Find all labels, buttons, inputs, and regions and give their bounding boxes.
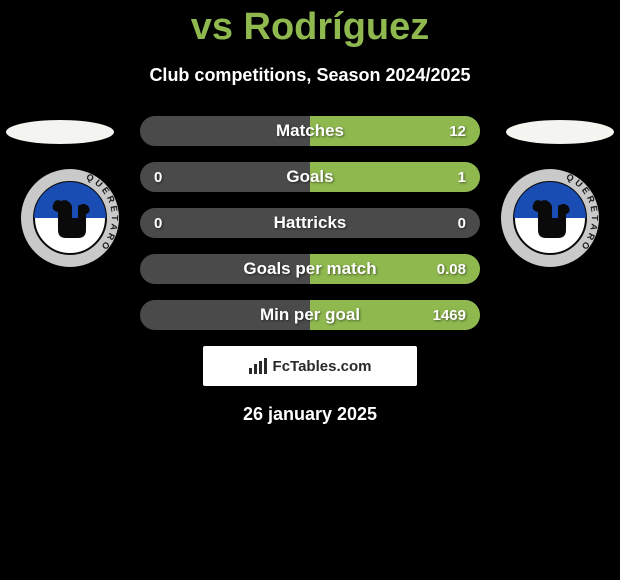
- brand-label: FcTables.com: [273, 358, 372, 375]
- club-badge-right: QUERETARO: [500, 168, 600, 268]
- stats-bars: Matches 12 0 Goals 1 0 Hattricks 0 Goals…: [140, 116, 480, 330]
- stat-label: Matches: [276, 121, 344, 141]
- stat-row-goals-per-match: Goals per match 0.08: [140, 254, 480, 284]
- stat-row-min-per-goal: Min per goal 1469: [140, 300, 480, 330]
- queretaro-badge-icon: QUERETARO: [20, 168, 120, 268]
- stat-label: Hattricks: [274, 213, 347, 233]
- stat-label: Goals per match: [243, 259, 376, 279]
- comparison-content: QUERETARO QUERETARO Matches 12 0: [0, 116, 620, 425]
- comparison-date: 26 january 2025: [0, 404, 620, 425]
- bar-chart-icon: [249, 358, 269, 374]
- brand-box[interactable]: FcTables.com: [203, 346, 417, 386]
- stat-value-right: 1469: [433, 307, 466, 324]
- stat-value-right: 0.08: [437, 261, 466, 278]
- stat-label: Min per goal: [260, 305, 360, 325]
- club-badge-left: QUERETARO: [20, 168, 120, 268]
- stat-value-left: 0: [154, 215, 162, 232]
- comparison-title: vs Rodríguez: [0, 0, 620, 49]
- player-ellipse-left: [6, 120, 114, 144]
- stat-label: Goals: [286, 167, 333, 187]
- stat-value-right: 0: [458, 215, 466, 232]
- queretaro-badge-icon: QUERETARO: [500, 168, 600, 268]
- stat-row-matches: Matches 12: [140, 116, 480, 146]
- comparison-subtitle: Club competitions, Season 2024/2025: [0, 65, 620, 86]
- stat-value-right: 12: [449, 123, 466, 140]
- stat-row-hattricks: 0 Hattricks 0: [140, 208, 480, 238]
- stat-value-right: 1: [458, 169, 466, 186]
- player-ellipse-right: [506, 120, 614, 144]
- stat-row-goals: 0 Goals 1: [140, 162, 480, 192]
- stat-value-left: 0: [154, 169, 162, 186]
- stat-fill-right: [310, 162, 480, 192]
